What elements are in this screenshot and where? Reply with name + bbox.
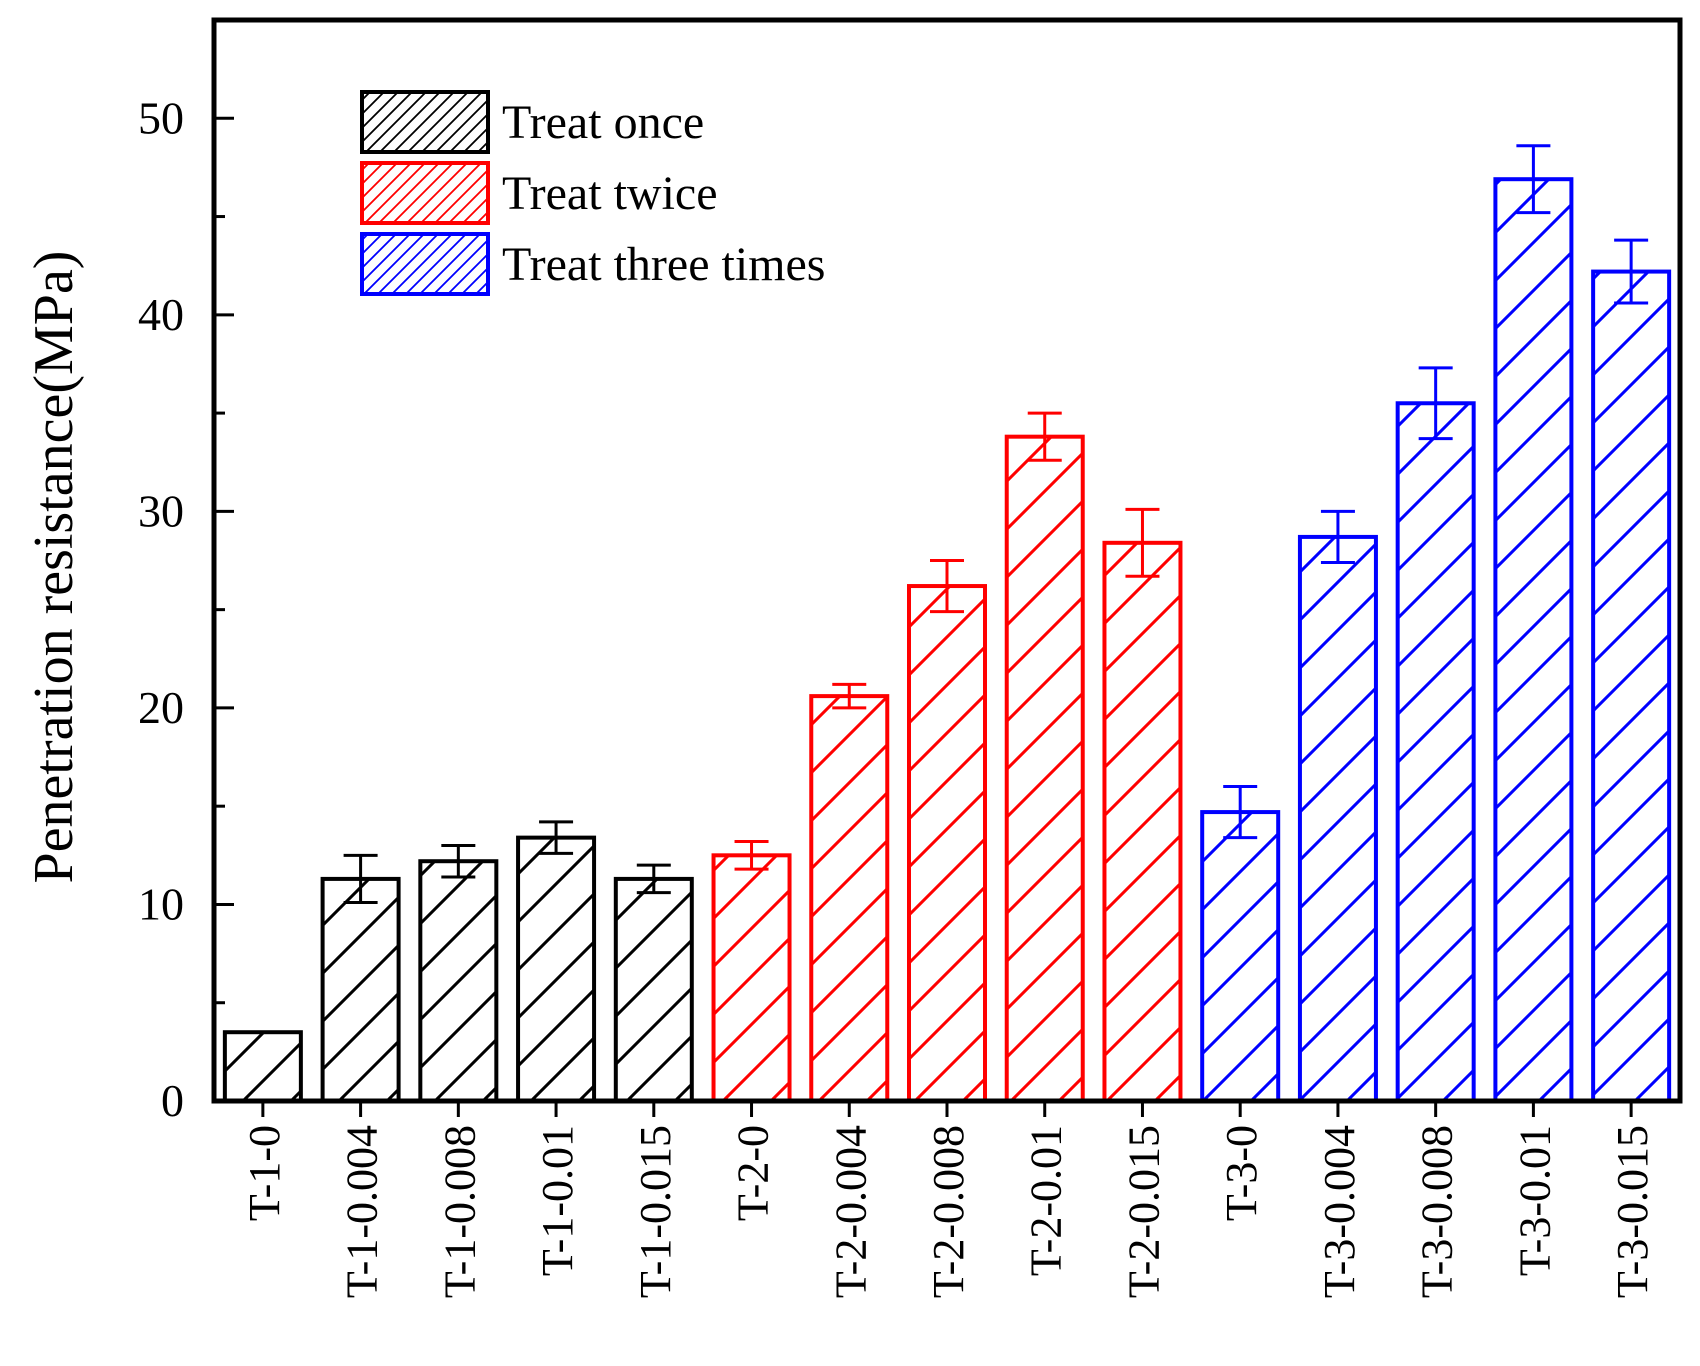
error-bar-T-2-0.015 [1125,507,1160,578]
error-bar-T-2-0.008 [930,559,964,614]
x-tick-label: T-1-0.015 [631,1125,680,1298]
legend-entry: Treat three times [360,232,825,296]
legend-label: Treat three times [502,238,825,291]
x-tick-label: T-3-0.01 [1510,1125,1559,1276]
y-tick-label: 50 [138,92,184,143]
bar-T-2-0.015 [1102,540,1183,1103]
bar-T-2-0.008 [907,584,987,1103]
legend-entry: Treat twice [360,161,718,225]
error-bar-T-2-0.01 [1027,411,1062,462]
y-tick-label: 10 [138,878,184,929]
bar-T-1-0.008 [418,859,499,1103]
bar-T-1-0.015 [613,876,694,1103]
x-tick-label: T-3-0.015 [1608,1125,1657,1298]
legend-entry: Treat once [360,90,704,154]
bar-T-2-0 [711,853,792,1103]
x-tick-label: T-1-0.01 [533,1125,582,1276]
x-tick-label: T-3-0.008 [1413,1125,1462,1298]
bar-T-1-0.01 [516,835,597,1103]
x-tick-label: T-1-0.008 [435,1125,484,1298]
plot-frame [211,17,1683,1104]
bar-T-3-0 [1200,810,1281,1103]
x-tick-label: T-3-0.004 [1315,1125,1364,1298]
y-tick-label: 0 [161,1075,184,1126]
x-tick-label: T-2-0.01 [1022,1125,1071,1276]
error-bar-T-3-0.01 [1516,144,1551,215]
bar-T-1-0.004 [320,876,401,1103]
error-bar-T-1-0.004 [343,853,378,904]
y-axis-label: Penetration resistance(MPa) [23,251,85,884]
legend-label: Treat twice [502,167,718,220]
axes-layer: T-1-0 T-1-0.004 T-1-0.008 T-1-0.01 T-1-0.015… [138,17,1683,1298]
y-tick-label: 20 [138,682,184,733]
x-tick-label: T-2-0 [729,1125,778,1221]
bar-T-1-0 [222,1030,303,1104]
error-bar-T-1-0.01 [539,820,574,855]
error-bar-T-3-0.004 [1320,509,1355,564]
legend-swatch [360,90,490,154]
legend: Treat once Treat twice Treat three times [360,90,825,296]
y-tick-label: 40 [138,289,184,340]
bar-T-2-0.01 [1004,434,1085,1103]
legend-swatch [360,232,490,296]
legend-swatch [360,161,490,225]
x-tick-label: T-2-0.008 [924,1125,973,1298]
error-bar-T-1-0.015 [636,863,671,895]
bar-T-3-0.008 [1395,401,1476,1104]
legend-label: Treat once [502,96,704,149]
bar-T-2-0.004 [809,694,890,1104]
bars-layer [222,144,1672,1104]
x-tick-label: T-2-0.004 [826,1125,875,1298]
bar-T-3-0.004 [1297,534,1378,1103]
error-bar-T-3-0.015 [1614,238,1649,305]
x-tick-label: T-3-0 [1217,1125,1266,1221]
error-bar-T-3-0.008 [1418,366,1453,441]
bar-T-3-0.01 [1493,177,1574,1103]
error-bar-T-3-0 [1223,785,1258,840]
error-bar-T-2-0.004 [832,682,867,710]
x-tick-label: T-2-0.015 [1119,1125,1168,1298]
error-bar-T-1-0.008 [441,843,476,879]
y-tick-label: 30 [138,485,184,536]
error-bar-T-2-0 [734,840,769,871]
bar-T-3-0.015 [1591,269,1672,1103]
x-tick-label: T-1-0 [240,1125,289,1221]
x-tick-label: T-1-0.004 [338,1125,387,1298]
